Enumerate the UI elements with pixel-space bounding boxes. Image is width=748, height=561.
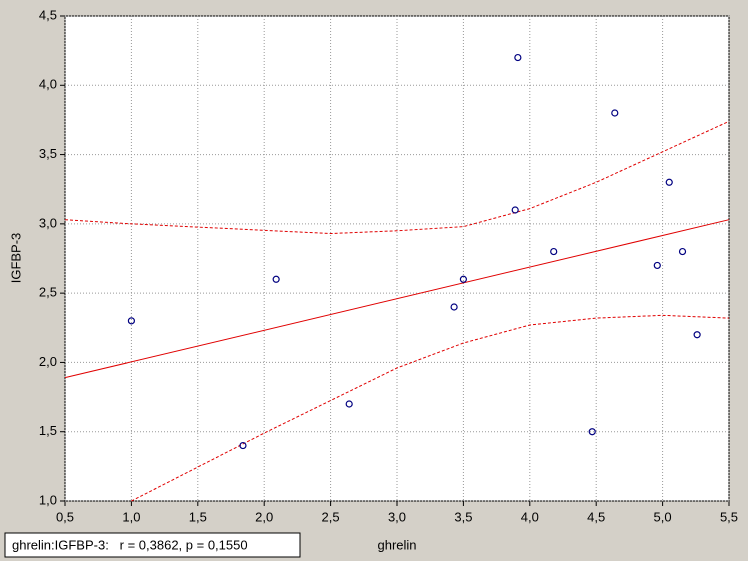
y-tick-label: 4,5 — [39, 7, 57, 22]
point — [127, 317, 135, 325]
point — [511, 206, 519, 214]
x-tick-label: 4,5 — [587, 509, 605, 524]
stats-box — [4, 532, 301, 558]
point — [514, 53, 522, 62]
x-tick-label: 4,0 — [521, 509, 539, 524]
point — [459, 275, 467, 283]
y-tick-label: 4,0 — [39, 77, 57, 92]
point — [693, 331, 701, 339]
point — [450, 303, 458, 311]
y-axis-label: IGFBP-3 — [8, 233, 23, 284]
y-tick-label: 2,5 — [39, 285, 57, 300]
x-tick-label: 2,0 — [255, 509, 273, 524]
confidence-upper — [64, 120, 730, 235]
x-tick-label: 1,0 — [122, 509, 140, 524]
point — [611, 109, 619, 117]
y-tick-label: 3,5 — [39, 146, 57, 161]
point — [239, 441, 247, 450]
y-tick-label: 1,5 — [39, 423, 57, 438]
x-tick-label: 5,5 — [720, 509, 738, 524]
y-tick-label: 2,0 — [39, 354, 57, 369]
x-tick-label: 2,5 — [322, 509, 340, 524]
x-tick-label: 3,5 — [454, 509, 472, 524]
x-axis-label: ghrelin — [377, 537, 416, 552]
point — [653, 261, 661, 270]
point — [345, 400, 353, 408]
x-tick-label: 3,0 — [388, 509, 406, 524]
y-tick-label: 3,0 — [39, 215, 57, 230]
point — [588, 428, 596, 436]
plot-area — [64, 15, 730, 502]
stats-annotation: ghrelin:IGFBP-3: r = 0,3862, p = 0,1550 — [12, 537, 248, 552]
x-tick-label: 5,0 — [654, 509, 672, 524]
point — [550, 247, 558, 256]
x-tick-label: 0,5 — [56, 509, 74, 524]
y-tick-label: 1,0 — [39, 492, 57, 507]
point — [665, 178, 673, 186]
confidence-lower — [131, 314, 730, 502]
point — [272, 275, 280, 283]
regression-line — [64, 219, 730, 379]
x-tick-label: 1,5 — [189, 509, 207, 524]
point — [678, 247, 687, 256]
